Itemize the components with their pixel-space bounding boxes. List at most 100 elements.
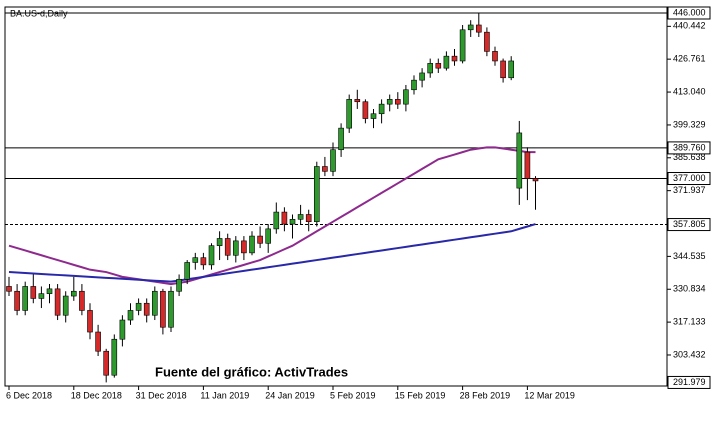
candle-body: [524, 151, 531, 179]
level-label-box: [667, 141, 711, 155]
candle-body: [394, 99, 401, 105]
candle-body: [313, 166, 320, 222]
x-tick-label: 15 Feb 2019: [395, 390, 446, 400]
candle-body: [62, 295, 69, 316]
candle-body: [233, 240, 239, 256]
x-tick-label: 12 Mar 2019: [524, 390, 575, 400]
level-label: 357.805: [673, 219, 706, 229]
candle-body: [38, 293, 45, 299]
level-label-box: [667, 6, 711, 20]
candle-body: [354, 99, 361, 103]
level-label: 377.000: [673, 173, 706, 183]
candle-body: [532, 178, 539, 182]
level-label-box: [667, 218, 711, 232]
candle-body: [443, 55, 450, 69]
x-tick-label: 5 Feb 2019: [330, 390, 376, 400]
candle-body: [249, 235, 255, 254]
candle-body: [459, 29, 466, 62]
candle-body: [362, 101, 369, 119]
y-tick-label: 303.432: [673, 349, 706, 359]
candle-body: [427, 63, 434, 74]
candle-body: [200, 257, 207, 266]
candle-body: [475, 24, 482, 33]
candle-body: [103, 350, 109, 376]
y-tick-label: 317.133: [673, 316, 706, 326]
candle-body: [451, 55, 458, 62]
candle-body: [435, 63, 442, 69]
candle-body: [411, 79, 417, 91]
y-tick-label: 399.329: [673, 119, 706, 129]
candle-body: [95, 331, 101, 352]
candle-body: [305, 214, 312, 222]
candle-body: [6, 286, 12, 292]
candle-body: [322, 166, 328, 172]
candle-body: [516, 132, 523, 189]
x-tick-label: 28 Feb 2019: [460, 390, 511, 400]
moving-average: [8, 223, 536, 283]
candle-body: [143, 302, 150, 316]
candle-body: [30, 286, 37, 299]
y-tick-label: 385.638: [673, 152, 706, 162]
y-tick-label: 413.040: [673, 86, 706, 96]
candle-body: [54, 288, 61, 316]
level-label-box: [667, 172, 711, 186]
candle-body: [265, 228, 272, 244]
moving-average: [8, 146, 536, 286]
candle-body: [168, 290, 174, 328]
x-tick-label: 18 Dec 2018: [71, 390, 122, 400]
candle-body: [273, 211, 280, 230]
candle-body: [330, 149, 336, 172]
x-tick-label: 6 Dec 2018: [6, 390, 52, 400]
candle-body: [46, 288, 53, 294]
x-tick-label: 24 Jan 2019: [265, 390, 315, 400]
candle-body: [500, 60, 506, 79]
candle-body: [160, 290, 166, 328]
candle-body: [492, 51, 498, 62]
y-tick-label: 440.442: [673, 21, 706, 31]
candle-body: [370, 113, 377, 119]
candle-body: [508, 60, 515, 79]
plot-frame: [4, 6, 668, 387]
candle-body: [281, 211, 288, 225]
candle-body: [119, 319, 126, 340]
candle-body: [184, 262, 190, 280]
candle-body: [297, 214, 304, 220]
x-tick-label: 31 Dec 2018: [136, 390, 187, 400]
candle-body: [22, 286, 29, 311]
candle-body: [87, 310, 93, 333]
candle-body: [127, 310, 134, 321]
candle-body: [257, 235, 263, 244]
candle-body: [289, 218, 296, 225]
candle-body: [135, 302, 142, 311]
candle-body: [403, 89, 409, 105]
candle-body: [346, 99, 353, 129]
y-tick-label: 330.834: [673, 284, 706, 294]
candle-body: [467, 24, 474, 31]
candle-body: [419, 72, 425, 81]
y-tick-label: 371.937: [673, 185, 706, 195]
candle-body: [216, 238, 223, 246]
y-tick-label: 344.535: [673, 251, 706, 261]
candle-body: [152, 290, 158, 316]
candle-body: [111, 338, 118, 376]
candle-body: [192, 257, 199, 263]
level-label: 446.000: [673, 7, 706, 17]
candle-body: [224, 238, 231, 256]
annotation: Fuente del gráfico: ActivTrades: [155, 364, 348, 379]
level-label: 389.760: [673, 142, 706, 152]
candle-body: [241, 240, 247, 254]
candle-body: [378, 103, 385, 115]
candle-body: [176, 278, 182, 292]
candle-body: [71, 290, 77, 297]
candle-body: [79, 290, 85, 311]
x-tick-label: 11 Jan 2019: [200, 390, 249, 400]
level-label-box: [667, 375, 711, 389]
y-tick-label: 426.761: [673, 54, 706, 64]
candle-body: [14, 290, 20, 311]
candle-body: [208, 245, 215, 266]
candle-body: [484, 31, 490, 52]
candle-body: [386, 99, 393, 105]
candle-body: [338, 127, 344, 151]
level-label: 291.979: [673, 377, 706, 387]
